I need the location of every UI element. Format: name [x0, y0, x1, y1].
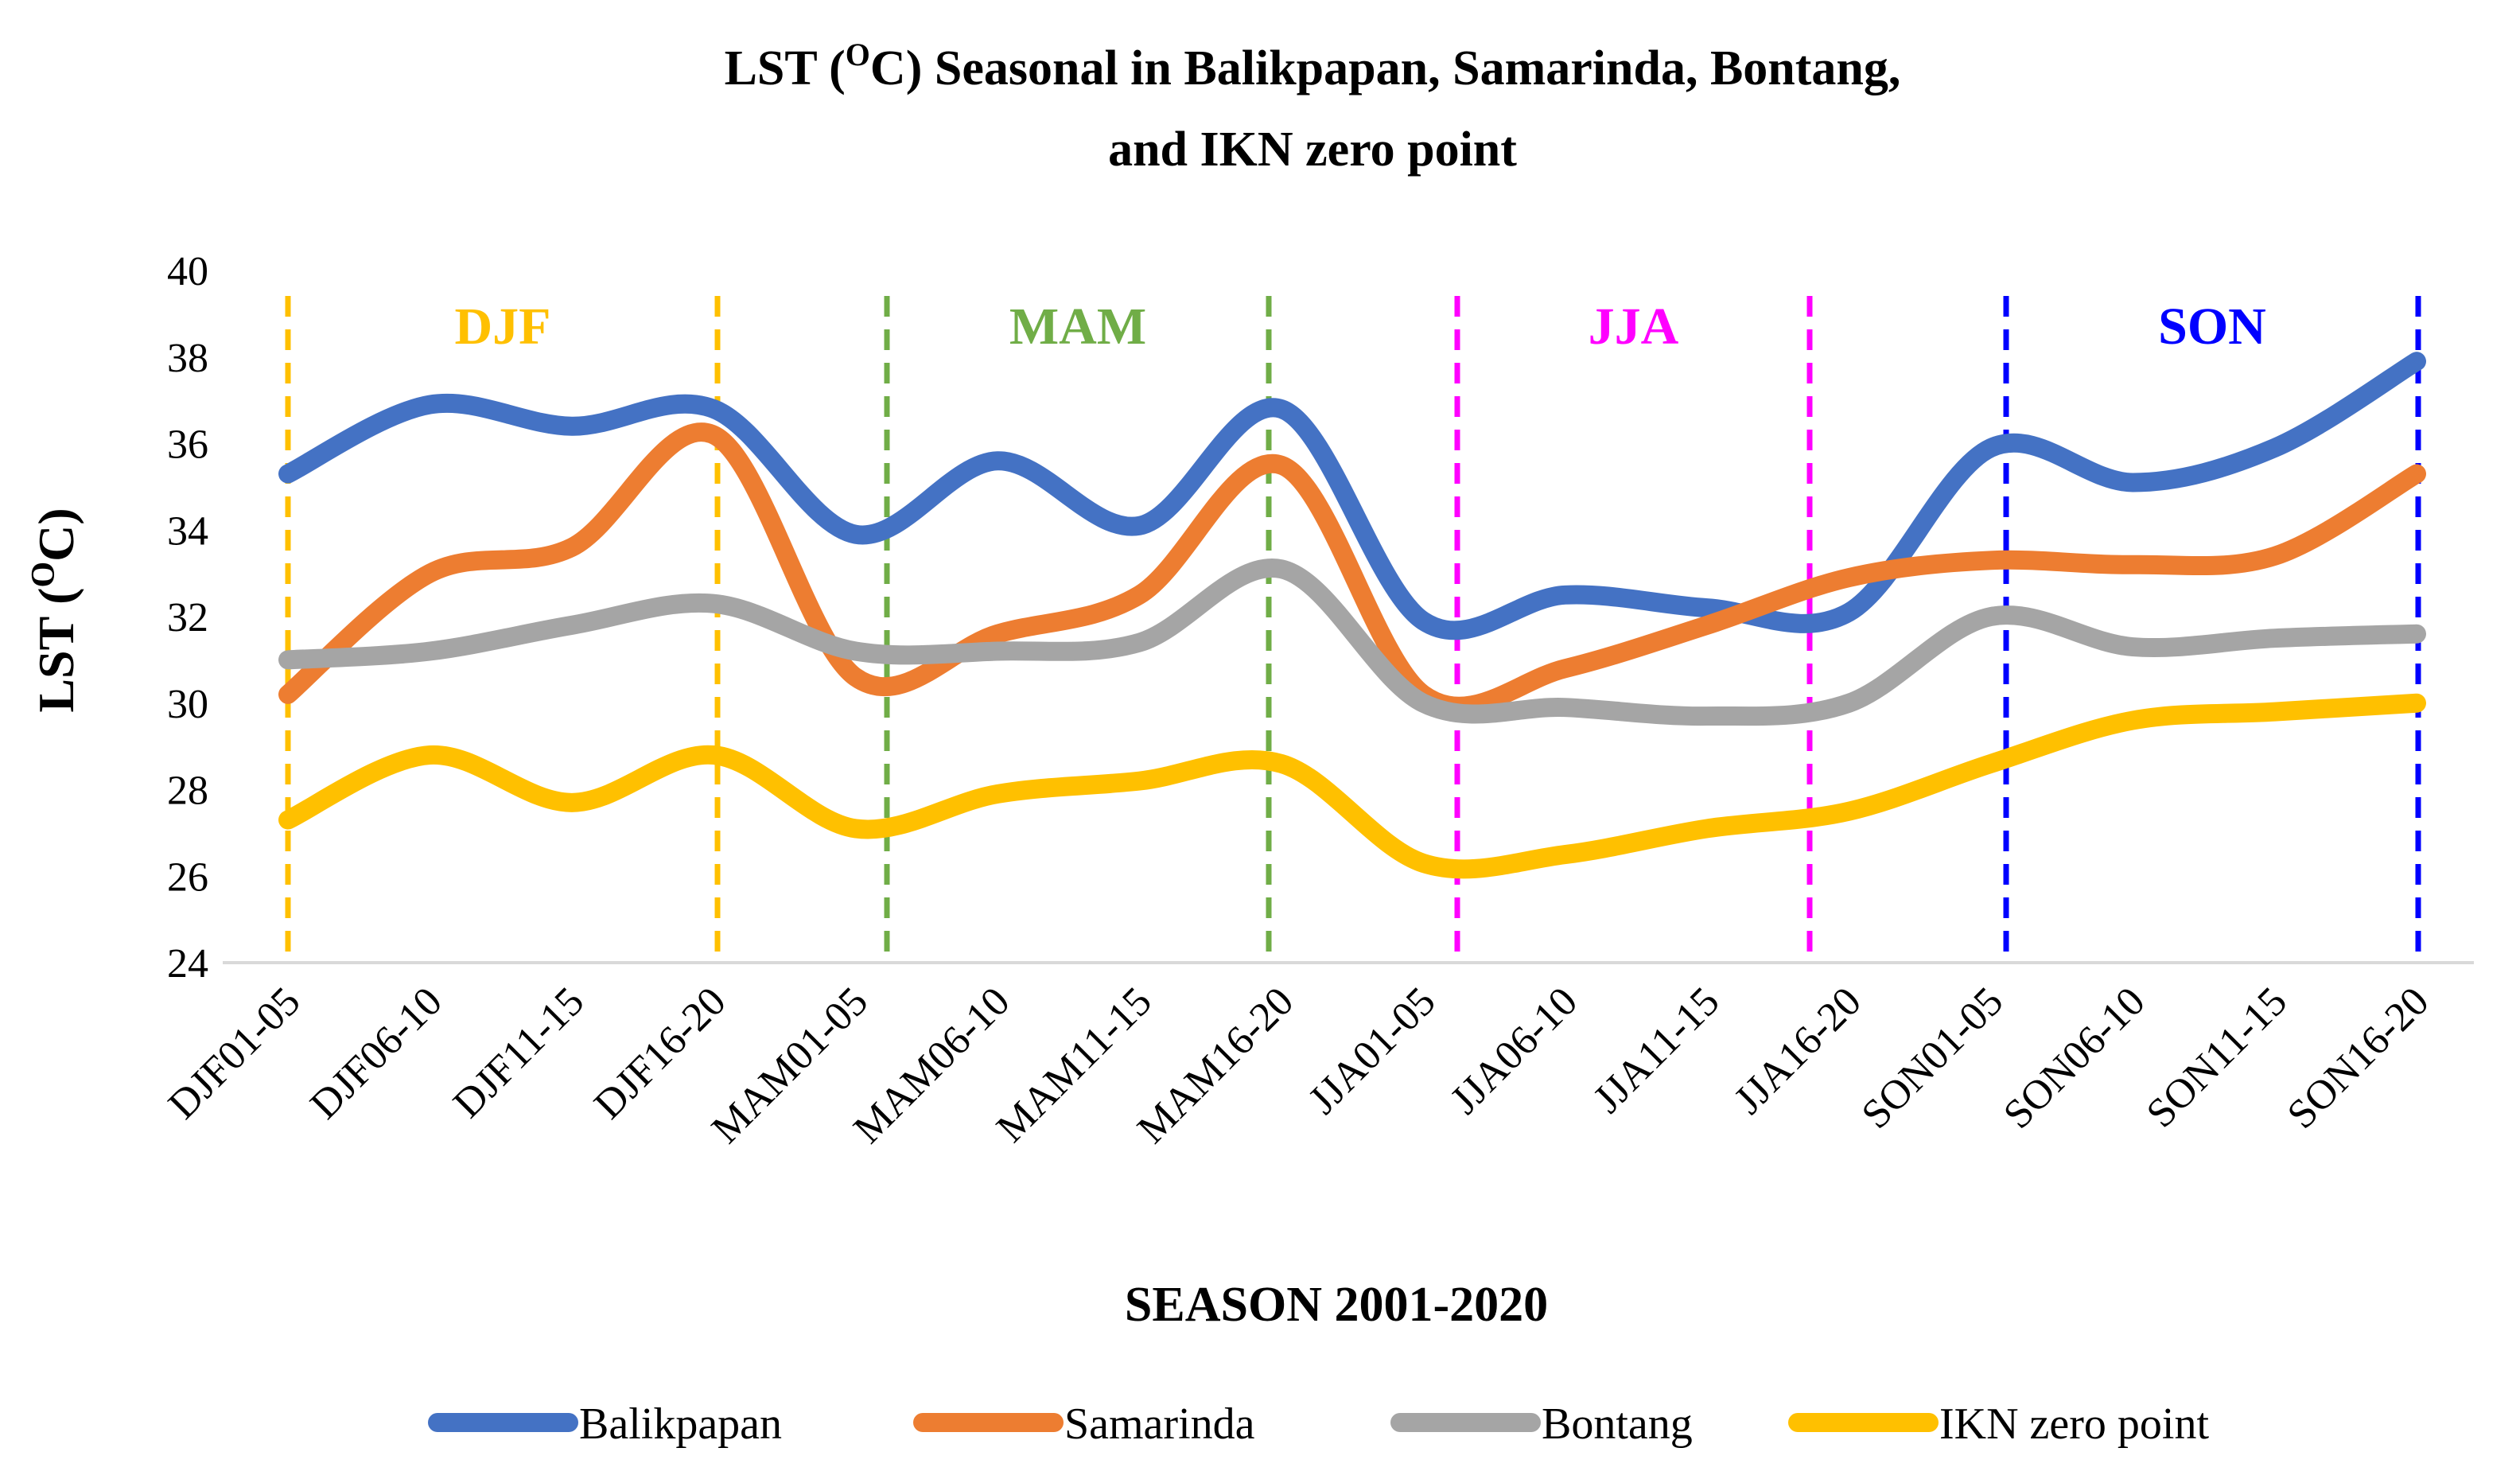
series-line-bontang [278, 558, 2426, 726]
y-tick-label: 34 [167, 508, 208, 554]
series-lines [278, 352, 2426, 879]
season-label: DJF [455, 298, 551, 356]
x-tick-label: JJA16-20 [1726, 979, 1870, 1123]
legend-label: IKN zero point [1939, 1399, 2209, 1449]
x-tick-label: JJA06-10 [1442, 979, 1586, 1123]
y-axis-label: LST (OC) [25, 508, 84, 712]
legend: Balikpapan Samarinda Bontang IKN zero point [428, 1399, 2209, 1449]
series-line-balikpapan [278, 352, 2426, 640]
x-tick-label: DJF01-05 [160, 979, 309, 1127]
axes: 24 26 28 30 32 34 36 38 40 DJF01-05DJF06-10DJF11-… [160, 249, 2474, 1152]
legend-label: Samarinda [1064, 1399, 1255, 1449]
x-tick-label: SON16-20 [2279, 979, 2438, 1138]
x-tick-label: MAM06-10 [845, 979, 1018, 1152]
x-tick-label: DJF06-10 [301, 979, 450, 1127]
y-tick-label: 38 [167, 336, 208, 381]
y-tick-label: 36 [167, 422, 208, 468]
x-tick-label: SON01-05 [1853, 979, 2012, 1138]
y-tick-label: 28 [167, 769, 208, 814]
season-label: SON [2158, 298, 2266, 356]
x-tick-label: SON11-15 [2138, 979, 2296, 1136]
chart-title-line2: and IKN zero point [1108, 123, 1517, 177]
y-tick-label: 32 [167, 595, 208, 640]
x-axis-label: SEASON 2001-2020 [1125, 1278, 1548, 1332]
x-tick-label: SON06-10 [1995, 979, 2154, 1138]
x-tick-label: DJF11-15 [445, 979, 593, 1127]
y-tick-label: 26 [167, 854, 208, 900]
season-label: JJA [1589, 298, 1679, 356]
y-tick-label: 40 [167, 249, 208, 294]
x-tick-label: MAM16-20 [1129, 979, 1302, 1152]
x-tick-label: JJA01-05 [1300, 979, 1444, 1123]
season-label: MAM [1009, 298, 1146, 356]
x-tick-label: DJF16-20 [585, 979, 734, 1127]
legend-label: Bontang [1542, 1399, 1693, 1449]
legend-label: Balikpapan [579, 1399, 782, 1449]
x-tick-label: JJA11-15 [1585, 979, 1729, 1122]
series-line-ikn-zero-point [278, 693, 2426, 879]
series-line-samarinda [278, 422, 2426, 716]
y-tick-label: 30 [167, 682, 208, 727]
chart-title-line1: LST (OC) Seasonal in Balikpapan, Samarin… [725, 37, 1901, 95]
y-tick-label: 24 [167, 941, 208, 987]
